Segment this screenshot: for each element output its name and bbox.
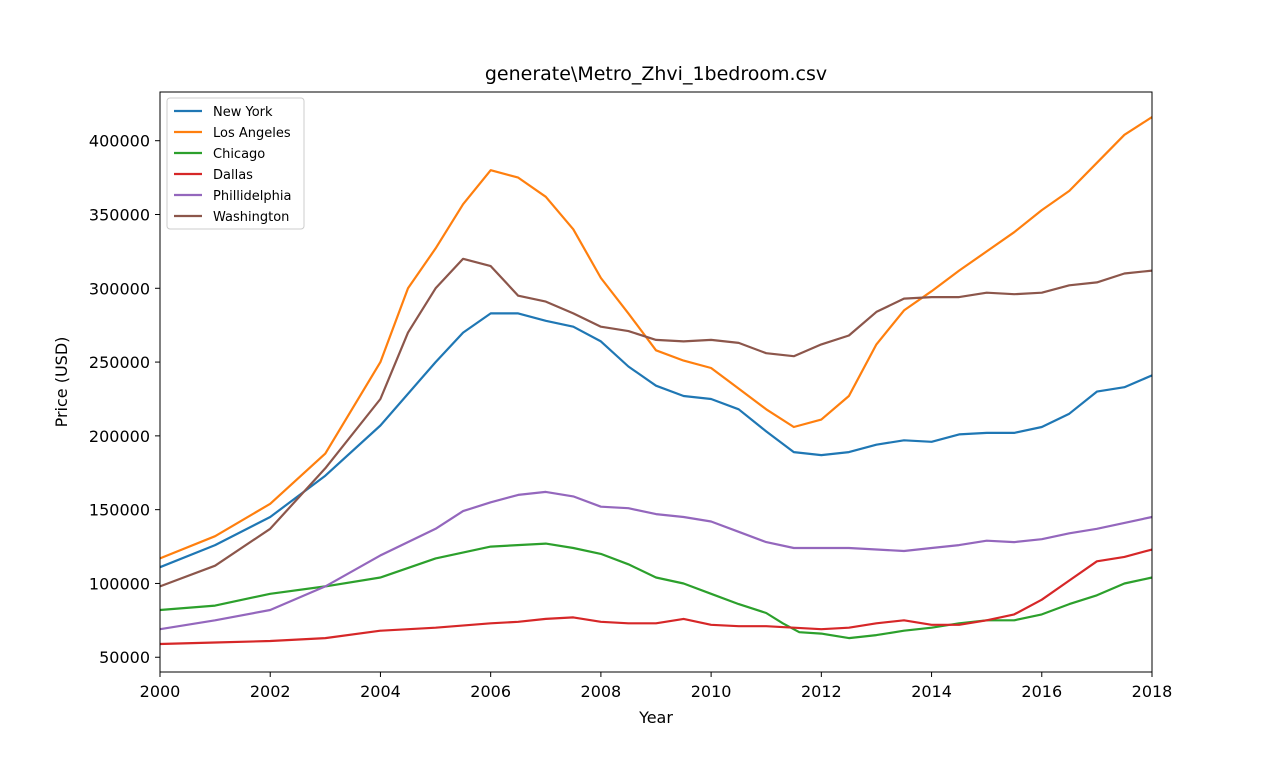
legend-entry: New York xyxy=(213,105,273,120)
series-line-chicago xyxy=(159,542,1153,640)
legend-entry: Chicago xyxy=(213,147,265,162)
x-tick-label: 2010 xyxy=(691,682,732,701)
y-tick-label: 300000 xyxy=(89,279,150,298)
chart-title: generate\Metro_Zhvi_1bedroom.csv xyxy=(485,63,827,85)
x-tick-label: 2008 xyxy=(581,682,622,701)
y-axis-label: Price (USD) xyxy=(52,337,71,428)
y-tick-label: 250000 xyxy=(89,353,150,372)
series-line-washington xyxy=(159,257,1153,588)
legend-entry: Los Angeles xyxy=(213,126,291,141)
legend-entry: Dallas xyxy=(213,168,253,183)
x-tick-label: 2016 xyxy=(1021,682,1062,701)
x-tick-label: 2002 xyxy=(250,682,291,701)
y-tick-label: 200000 xyxy=(89,427,150,446)
plot-area xyxy=(159,116,1153,646)
legend-entry: Phillidelphia xyxy=(213,189,291,204)
y-tick-label: 100000 xyxy=(89,574,150,593)
x-tick-label: 2006 xyxy=(470,682,511,701)
y-tick-label: 400000 xyxy=(89,132,150,151)
series-line-los-angeles xyxy=(159,116,1153,560)
y-tick-label: 50000 xyxy=(99,648,150,667)
x-tick-label: 2012 xyxy=(801,682,842,701)
series-line-dallas xyxy=(159,548,1153,646)
x-axis: 2000 2002 2004 2006 2008 2010 2012 2014 2016 2018 xyxy=(140,672,1173,701)
legend-entry: Washington xyxy=(213,210,289,225)
x-tick-label: 2000 xyxy=(140,682,181,701)
y-tick-label: 350000 xyxy=(89,205,150,224)
x-axis-label: Year xyxy=(638,708,673,727)
series-line-phillidelphia xyxy=(159,490,1153,631)
legend-box xyxy=(166,97,305,230)
x-tick-label: 2014 xyxy=(911,682,952,701)
y-tick-label: 150000 xyxy=(89,501,150,520)
y-axis: 50000 100000 150000 200000 250000 300000 35000… xyxy=(89,132,160,667)
x-tick-label: 2018 xyxy=(1132,682,1173,701)
plot-frame xyxy=(159,91,1153,673)
x-tick-label: 2004 xyxy=(360,682,401,701)
series-line-new-york xyxy=(159,312,1153,569)
legend: New York Los Angeles Chicago Dallas Phillide… xyxy=(166,97,305,230)
